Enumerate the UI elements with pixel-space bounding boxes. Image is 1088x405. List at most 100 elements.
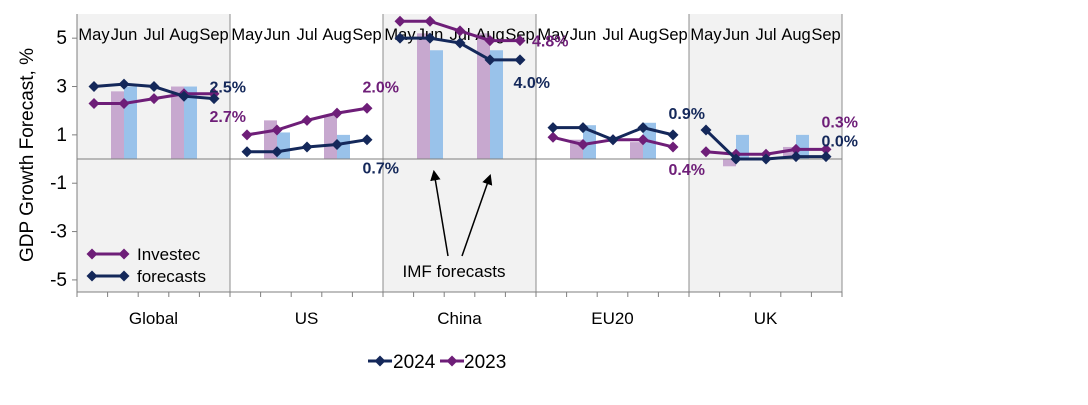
inner-legend-marker-2024 (118, 270, 130, 282)
point-2023-china-jul (454, 25, 466, 37)
point-2024-uk-jul (760, 153, 772, 165)
month-label-sep: Sep (352, 26, 381, 44)
y-axis-label: GDP Growth Forecast, % (17, 48, 38, 262)
month-label-jul: Jul (296, 26, 317, 44)
imf-bar-2023-china-jun (417, 33, 430, 160)
annotation-imf-forecasts: IMF forecasts (403, 262, 506, 281)
imf-bar-2023-eu20-aug (630, 142, 643, 160)
month-label-jul: Jul (602, 26, 623, 44)
point-2024-global-jul (148, 81, 160, 93)
point-2023-us-may (241, 129, 253, 141)
annotation-arrow-aug (461, 174, 493, 257)
month-label-jul: Jul (755, 26, 776, 44)
month-label-jun: Jun (570, 26, 597, 44)
inner-legend-marker-2024 (86, 270, 98, 282)
y-tick-label: -3 (50, 222, 67, 243)
point-2024-global-sep (208, 93, 220, 105)
point-2023-china-sep (514, 35, 526, 47)
point-2024-us-jun (271, 146, 283, 158)
category-label-eu20: EU20 (591, 309, 634, 328)
month-label-jun: Jun (723, 26, 750, 44)
panel-shade-china (383, 14, 536, 292)
category-label-us: US (295, 309, 319, 328)
point-2023-eu20-jun (577, 139, 589, 151)
point-2023-us-aug (331, 107, 343, 119)
legend-label-2023: 2023 (464, 352, 506, 373)
point-2024-us-may (241, 146, 253, 158)
data-label-2023-global: 2.7% (210, 109, 246, 126)
point-2024-china-may (394, 32, 406, 44)
point-2024-us-sep (361, 134, 373, 146)
y-tick-label: -5 (50, 270, 67, 291)
point-2024-eu20-may (547, 122, 559, 134)
data-label-2024-eu20: 0.9% (669, 106, 705, 123)
point-2023-us-sep (361, 102, 373, 114)
panel-shade-global (77, 14, 230, 292)
month-label-sep: Sep (199, 26, 228, 44)
point-2024-us-jul (301, 141, 313, 153)
month-label-may: May (231, 26, 263, 44)
point-2024-uk-sep (820, 151, 832, 163)
imf-bar-2024-global-aug (184, 86, 197, 160)
imf-bar-2023-uk-jun (723, 159, 736, 167)
point-2024-uk-may (700, 124, 712, 136)
month-label-jun: Jun (264, 26, 291, 44)
point-2024-eu20-jun (577, 122, 589, 134)
point-2023-eu20-sep (667, 141, 679, 153)
imf-bar-2024-global-jun (124, 86, 137, 160)
legend-marker-2023 (446, 355, 458, 367)
point-2023-china-may (394, 15, 406, 27)
month-label-aug: Aug (169, 26, 198, 44)
annotation-arrow-jun (430, 169, 449, 257)
legend-marker-2024 (374, 355, 386, 367)
month-label-jun: Jun (111, 26, 138, 44)
imf-bar-2023-us-aug (324, 115, 337, 160)
point-2024-global-jun (118, 78, 130, 90)
legend-label-2024: 2024 (393, 352, 436, 373)
month-label-aug: Aug (628, 26, 657, 44)
point-2024-china-jun (424, 32, 436, 44)
imf-bar-2023-global-aug (171, 86, 184, 160)
point-2024-eu20-sep (667, 129, 679, 141)
point-2024-us-aug (331, 139, 343, 151)
point-2024-china-jul (454, 37, 466, 49)
data-label-2024-us: 0.7% (363, 161, 399, 178)
point-2023-us-jun (271, 124, 283, 136)
point-2023-global-jul (148, 93, 160, 105)
category-label-uk: UK (754, 309, 778, 328)
point-2024-uk-jun (730, 153, 742, 165)
point-2023-uk-aug (790, 143, 802, 155)
imf-bar-2023-global-jun (111, 91, 124, 160)
inner-legend-label-forecasts: forecasts (137, 267, 206, 286)
point-2024-global-aug (178, 90, 190, 102)
imf-bar-2024-us-aug (337, 134, 350, 160)
point-2024-china-sep (514, 54, 526, 66)
point-2023-eu20-may (547, 131, 559, 143)
y-tick-label: 1 (56, 125, 67, 146)
imf-bar-2024-uk-aug (796, 134, 809, 160)
inner-legend-label-investec: Investec (137, 245, 201, 264)
data-label-2023-eu20: 0.4% (669, 162, 705, 179)
point-2023-uk-sep (820, 143, 832, 155)
month-label-aug: Aug (781, 26, 810, 44)
point-2023-eu20-aug (637, 134, 649, 146)
y-tick-label: 5 (56, 28, 67, 49)
inner-legend-marker-2023 (118, 248, 130, 260)
point-2023-china-jun (424, 15, 436, 27)
point-2023-global-may (88, 97, 100, 109)
month-label-aug: Aug (322, 26, 351, 44)
point-2023-global-jun (118, 97, 130, 109)
point-2023-us-jul (301, 114, 313, 126)
point-2024-global-may (88, 81, 100, 93)
imf-bar-2024-china-aug (490, 50, 503, 160)
data-label-2024-global: 2.5% (210, 80, 246, 97)
category-label-global: Global (129, 309, 178, 328)
data-label-2023-china: 4.8% (532, 34, 568, 51)
data-label-2023-us: 2.0% (363, 79, 399, 96)
month-label-may: May (690, 26, 722, 44)
data-label-2024-china: 4.0% (514, 75, 550, 92)
point-2024-eu20-jul (607, 134, 619, 146)
month-label-may: May (78, 26, 110, 44)
y-tick-label: 3 (56, 77, 67, 98)
